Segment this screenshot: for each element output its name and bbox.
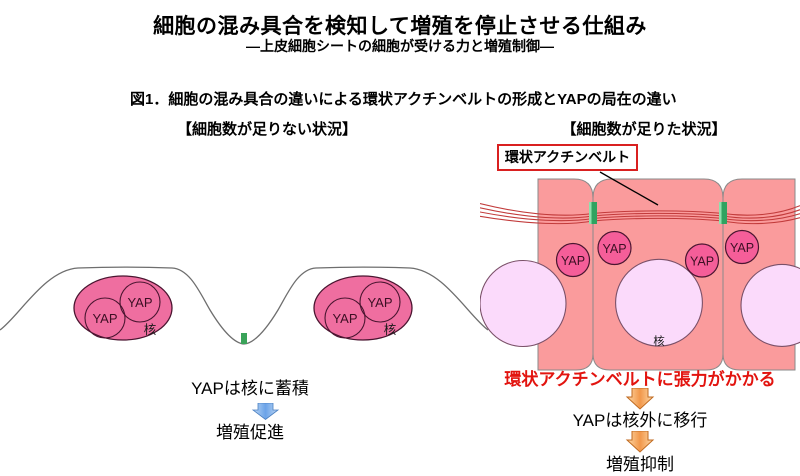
- svg-text:YAP: YAP: [92, 311, 117, 326]
- svg-text:YAP: YAP: [690, 255, 714, 269]
- svg-text:核: 核: [384, 323, 397, 337]
- svg-text:YAP: YAP: [602, 242, 626, 256]
- svg-text:YAP: YAP: [730, 241, 754, 255]
- svg-text:YAP: YAP: [127, 295, 152, 310]
- svg-text:YAP: YAP: [561, 254, 585, 268]
- svg-text:YAP: YAP: [332, 311, 357, 326]
- svg-text:核: 核: [144, 323, 157, 337]
- svg-text:核: 核: [653, 334, 665, 348]
- svg-text:YAP: YAP: [367, 295, 392, 310]
